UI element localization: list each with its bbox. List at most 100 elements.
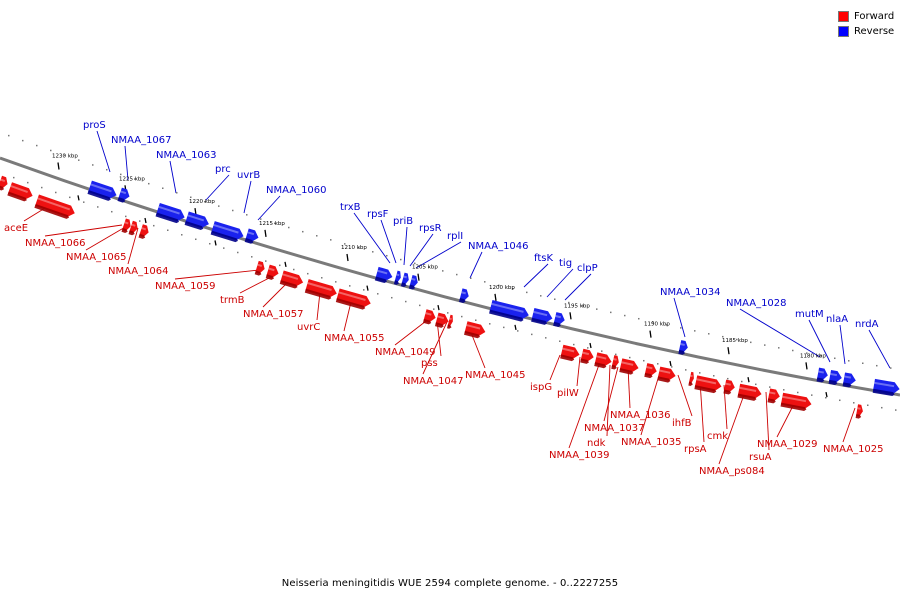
minor-tick-dot xyxy=(288,226,290,229)
minor-tick-dot xyxy=(232,209,234,212)
reverse-gene-label: NMAA_1067 xyxy=(111,135,172,146)
major-tick-mark xyxy=(417,273,420,281)
label-connector xyxy=(469,251,483,279)
forward-gene-label: NMAA_1057 xyxy=(243,309,304,320)
forward-gene-label: NMAA_1049 xyxy=(375,347,436,358)
label-connector xyxy=(568,361,601,449)
reverse-gene-label: rpsF xyxy=(367,209,389,220)
forward-gene-label: NMAA_1045 xyxy=(465,370,526,381)
minor-tick-dot xyxy=(769,386,771,388)
minor-tick-dot xyxy=(783,389,785,391)
tick-label: 1200 kbp xyxy=(489,285,515,291)
minor-tick-dot xyxy=(41,186,43,189)
minor-tick-dot xyxy=(106,168,108,171)
reverse-gene-label: nlaA xyxy=(826,314,848,325)
minor-tick-dot xyxy=(876,364,878,367)
minor-tick-dot xyxy=(489,323,491,325)
minor-tick-dot xyxy=(638,317,640,320)
minor-tick-dot xyxy=(461,315,463,318)
reverse-gene-label: NMAA_1046 xyxy=(468,241,529,252)
forward-gene-label: NMAA_1039 xyxy=(549,450,610,461)
forward-gene-arrow xyxy=(560,344,580,362)
reverse-gene-arrow xyxy=(117,187,130,203)
reverse-gene-arrow xyxy=(244,228,259,244)
minor-tick-dot xyxy=(391,296,393,299)
minor-tick-dot xyxy=(335,281,337,283)
label-connector xyxy=(85,225,128,251)
minor-tick-dot xyxy=(540,295,542,297)
minor-tick-dot xyxy=(148,182,150,185)
reverse-gene-label: NMAA_1060 xyxy=(266,185,327,196)
reverse-gene-arrow xyxy=(87,180,117,201)
major-tick-mark xyxy=(825,391,828,398)
major-tick-mark xyxy=(805,362,808,370)
label-connector xyxy=(699,380,705,443)
legend-forward: Forward xyxy=(838,9,894,24)
label-connector xyxy=(415,241,462,269)
forward-gene-label: rsuA xyxy=(749,452,772,463)
forward-gene-label: NMAA_1055 xyxy=(324,333,385,344)
reverse-gene-label: nrdA xyxy=(855,319,879,330)
forward-gene-label: NMAA_1047 xyxy=(403,376,464,387)
forward-gene-arrow xyxy=(254,260,265,276)
reverse-gene-label: proS xyxy=(83,120,106,131)
forward-gene-label: NMAA_1036 xyxy=(610,410,671,421)
label-connector xyxy=(765,391,770,451)
minor-tick-dot xyxy=(55,191,57,194)
minor-tick-dot xyxy=(134,178,136,180)
legend-forward-label: Forward xyxy=(854,11,895,22)
label-connector xyxy=(124,145,129,181)
forward-gene-arrow xyxy=(434,312,449,328)
label-connector xyxy=(343,301,352,332)
minor-tick-dot xyxy=(251,256,253,258)
gene-layer xyxy=(0,175,900,419)
label-connector xyxy=(169,160,177,194)
minor-tick-dot xyxy=(246,214,248,216)
label-connector xyxy=(174,269,260,280)
reverse-gene-arrow xyxy=(872,378,900,397)
minor-tick-dot xyxy=(307,272,309,275)
label-connector xyxy=(523,263,549,288)
label-connector xyxy=(353,212,391,264)
forward-gene-label: NMAA_1025 xyxy=(823,444,884,455)
minor-tick-dot xyxy=(853,402,855,404)
minor-tick-dot xyxy=(862,362,864,365)
forward-gene-arrow xyxy=(657,366,676,383)
legend: Forward Reverse xyxy=(838,9,894,39)
minor-tick-dot xyxy=(97,206,99,208)
minor-tick-dot xyxy=(274,222,276,225)
minor-tick-dot xyxy=(344,243,346,245)
minor-tick-dot xyxy=(694,330,696,332)
minor-tick-dot xyxy=(708,333,710,335)
minor-tick-dot xyxy=(526,291,528,294)
minor-tick-dot xyxy=(503,326,505,329)
legend-reverse: Reverse xyxy=(838,24,894,39)
minor-tick-dot xyxy=(750,341,752,344)
forward-gene-label: NMAA_1037 xyxy=(584,423,645,434)
minor-tick-dot xyxy=(456,273,458,276)
forward-gene-label: ihfB xyxy=(672,418,692,429)
forward-gene-arrow xyxy=(780,392,812,412)
reverse-gene-arrow xyxy=(184,211,209,230)
major-tick-mark xyxy=(264,229,267,237)
reverse-gene-arrow xyxy=(393,270,401,285)
forward-swatch xyxy=(838,11,849,22)
label-connector xyxy=(403,226,408,266)
forward-gene-arrow xyxy=(688,371,694,386)
minor-tick-dot xyxy=(195,238,197,241)
minor-tick-dot xyxy=(629,356,631,359)
minor-tick-dot xyxy=(895,409,897,411)
minor-tick-dot xyxy=(400,258,402,261)
label-connector xyxy=(603,366,619,422)
reverse-gene-label: NMAA_1063 xyxy=(156,150,217,161)
label-connector xyxy=(839,324,846,365)
reverse-gene-arrow xyxy=(155,203,185,224)
minor-tick-dot xyxy=(764,344,766,346)
minor-tick-dot xyxy=(78,159,80,161)
minor-tick-dot xyxy=(50,149,52,152)
forward-gene-arrow xyxy=(128,220,138,236)
reverse-gene-label: prc xyxy=(215,164,231,175)
minor-tick-dot xyxy=(111,210,113,213)
tick-label: 1205 kbp xyxy=(412,265,438,271)
major-tick-mark xyxy=(57,162,60,170)
